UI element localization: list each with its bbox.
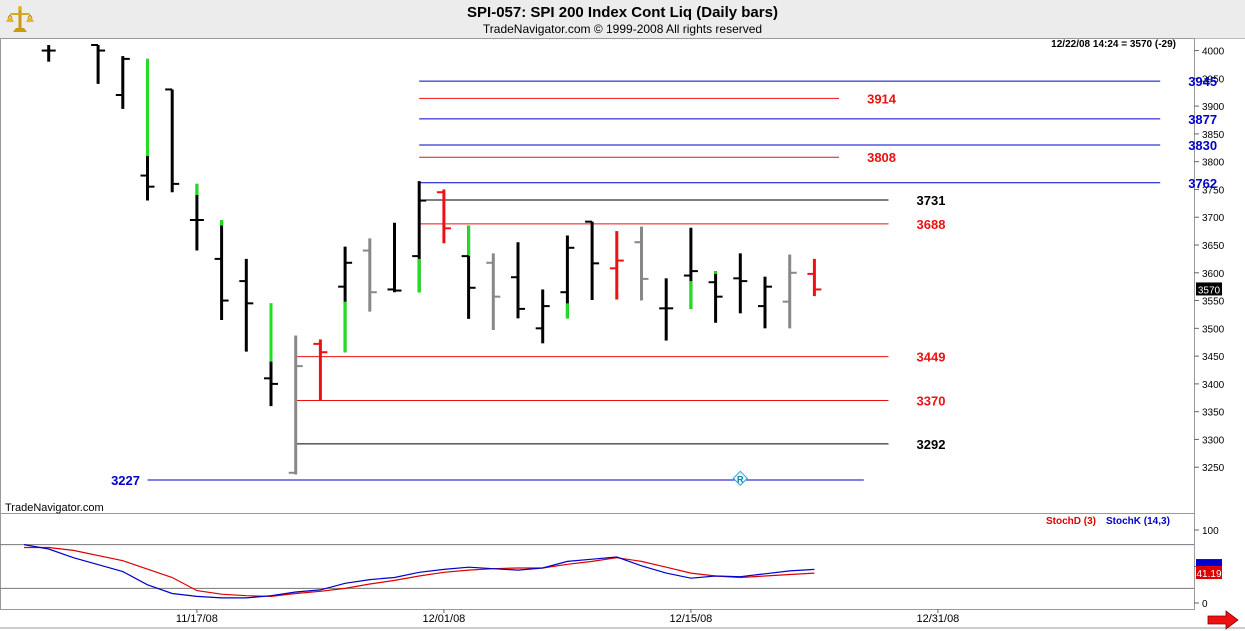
price-tick-label: 3900 bbox=[1202, 102, 1225, 113]
price-tick-label: 3500 bbox=[1202, 324, 1225, 335]
price-tick-label: 3400 bbox=[1202, 380, 1225, 391]
date-axis: 11/17/08 12/01/08 12/15/08 12/31/08 bbox=[176, 609, 959, 625]
level-label: 3762 bbox=[1188, 176, 1217, 191]
stoch-series-line bbox=[24, 546, 815, 598]
diamond-r-icon: R bbox=[732, 470, 749, 487]
level-label: 3688 bbox=[917, 217, 946, 232]
stoch-series-line bbox=[23, 544, 815, 599]
legend-stochk: StochK (14,3) bbox=[1106, 516, 1170, 527]
price-tick-label: 3750 bbox=[1202, 185, 1225, 196]
price-axis: 4000 3950 3900 3850 3800 3750 3700 3650 3600 3550… bbox=[1194, 47, 1225, 474]
legend-stochd: StochD (3) bbox=[1046, 516, 1096, 527]
marker-label: R bbox=[737, 474, 744, 484]
level-label: 3808 bbox=[867, 150, 896, 165]
header-bar: SPI-057: SPI 200 Index Cont Liq (Daily b… bbox=[0, 0, 1245, 39]
chart-frames bbox=[0, 38, 1245, 629]
stoch-value-box bbox=[1196, 566, 1222, 580]
date-tick-label: 12/01/08 bbox=[422, 613, 465, 625]
price-tick-label: 3450 bbox=[1202, 352, 1225, 363]
level-label: 3227 bbox=[111, 473, 140, 488]
date-tick-label: 11/17/08 bbox=[176, 613, 218, 625]
stoch-tick-label: 100 bbox=[1202, 526, 1219, 537]
stoch-tick-label: 0 bbox=[1202, 599, 1208, 610]
chart-title: SPI-057: SPI 200 Index Cont Liq (Daily b… bbox=[467, 4, 778, 21]
price-tick-label: 3650 bbox=[1202, 241, 1225, 252]
right-arrow-icon[interactable] bbox=[1207, 610, 1239, 630]
price-tick-label: 3350 bbox=[1202, 408, 1225, 419]
date-tick-label: 12/15/08 bbox=[669, 613, 712, 625]
copyright-subtitle: TradeNavigator.com © 1999-2008 All right… bbox=[482, 22, 763, 36]
marker-diamond bbox=[732, 470, 749, 487]
current-price-box bbox=[1196, 282, 1222, 296]
price-tick-label: 3250 bbox=[1202, 463, 1225, 474]
stoch-k-value-box bbox=[1196, 559, 1222, 567]
price-bars: R bbox=[41, 44, 822, 487]
price-tick-label: 3550 bbox=[1202, 297, 1225, 308]
price-tick-label: 3950 bbox=[1202, 74, 1225, 85]
price-levels: 3945 3914 3877 3830 3808 3762 3731 3688 3449 3370… bbox=[111, 74, 1217, 488]
date-tick-label: 12/31/08 bbox=[916, 613, 959, 625]
level-label: 3292 bbox=[917, 437, 946, 452]
stoch-value-label: 41.19 bbox=[1196, 569, 1221, 580]
price-tick-label: 3850 bbox=[1202, 130, 1225, 141]
level-label: 3945 bbox=[1188, 74, 1217, 89]
price-tick-label: 3300 bbox=[1202, 435, 1225, 446]
price-tick-label: 3600 bbox=[1202, 269, 1225, 280]
level-label: 3370 bbox=[917, 394, 946, 409]
level-label: 3830 bbox=[1188, 138, 1217, 153]
level-label: 3731 bbox=[917, 193, 946, 208]
datetime-readout: 12/22/08 14:24 = 3570 (-29) bbox=[1051, 39, 1176, 50]
level-label: 3914 bbox=[867, 91, 897, 106]
stochastic-pane: 100500StochD (3)StochK (14,3)41.19 bbox=[0, 516, 1222, 610]
level-label: 3877 bbox=[1188, 112, 1217, 127]
level-label: 3449 bbox=[917, 350, 946, 365]
price-tick-label: 3800 bbox=[1202, 158, 1225, 169]
price-tick-label: 3700 bbox=[1202, 213, 1225, 224]
current-price-label: 3570 bbox=[1198, 285, 1221, 296]
scales-icon[interactable] bbox=[4, 4, 36, 34]
watermark: TradeNavigator.com bbox=[5, 502, 104, 514]
price-tick-label: 4000 bbox=[1202, 47, 1225, 58]
